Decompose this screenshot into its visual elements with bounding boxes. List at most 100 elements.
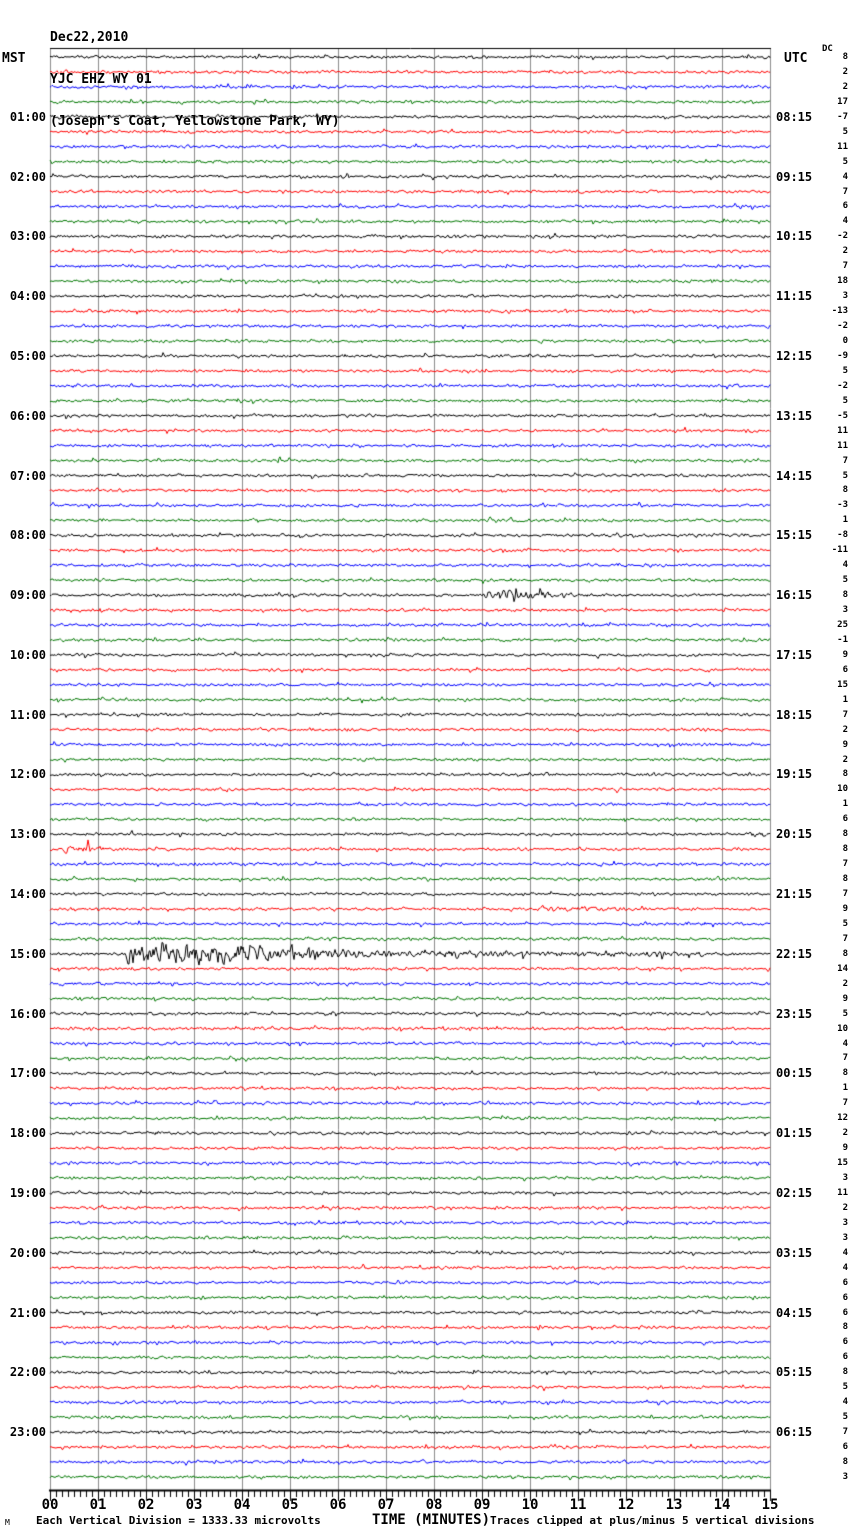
dc-value: 2	[842, 724, 848, 735]
dc-value: 8	[842, 844, 848, 855]
dc-value: 0	[842, 335, 848, 346]
x-tick-label: 01	[89, 1497, 107, 1513]
dc-value: 8	[842, 1068, 848, 1079]
dc-value: 2	[842, 754, 848, 765]
dc-value: 8	[842, 769, 848, 780]
dc-value: 2	[842, 66, 848, 77]
utc-time-label: 15:15	[776, 528, 813, 543]
utc-time-label: 11:15	[776, 289, 813, 304]
dc-value: 3	[842, 1173, 848, 1184]
x-tick-label: 04	[233, 1497, 251, 1513]
utc-time-label: 12:15	[776, 348, 813, 363]
mst-time-label: 08:00	[9, 528, 46, 543]
dc-value: 6	[842, 201, 848, 212]
x-tick-label: 13	[665, 1497, 683, 1513]
dc-value: 18	[837, 276, 848, 287]
dc-value: 6	[842, 1337, 848, 1348]
dc-value: 6	[842, 1352, 848, 1363]
x-tick-label: 03	[185, 1497, 203, 1513]
mst-time-label: 14:00	[9, 887, 46, 902]
dc-value: 3	[842, 1232, 848, 1243]
utc-time-label: 06:15	[776, 1425, 813, 1440]
location-title: (Joseph's Coat, Yellowstone Park, WY)	[50, 114, 340, 129]
mst-time-label: 10:00	[9, 647, 46, 662]
dc-value: 15	[837, 1158, 848, 1169]
dc-value: -2	[837, 231, 848, 242]
x-tick-label: 06	[329, 1497, 347, 1513]
corner-watermark: M	[5, 1518, 10, 1527]
dc-value: -2	[837, 321, 848, 332]
utc-time-label: 21:15	[776, 887, 813, 902]
dc-value: 5	[842, 575, 848, 586]
dc-value: 12	[837, 1113, 848, 1124]
dc-value: 5	[842, 395, 848, 406]
left-timezone-label: MST	[2, 51, 26, 66]
x-tick-label: 02	[137, 1497, 155, 1513]
utc-time-label: 00:15	[776, 1066, 813, 1081]
mst-time-label: 17:00	[9, 1066, 46, 1081]
mst-time-label: 02:00	[9, 169, 46, 184]
mst-time-label: 11:00	[9, 707, 46, 722]
x-tick-label: 12	[617, 1497, 635, 1513]
dc-value: 5	[842, 126, 848, 137]
dc-value: 3	[842, 605, 848, 616]
utc-time-label: 10:15	[776, 229, 813, 244]
dc-value: 5	[842, 1412, 848, 1423]
dc-value: 5	[842, 365, 848, 376]
dc-value: 15	[837, 679, 848, 690]
dc-value: -1	[837, 634, 848, 645]
dc-value: -13	[831, 306, 848, 317]
mst-time-label: 19:00	[9, 1185, 46, 1200]
dc-value: 2	[842, 81, 848, 92]
dc-value: -2	[837, 380, 848, 391]
x-tick-label: 00	[41, 1497, 59, 1513]
utc-time-label: 04:15	[776, 1305, 813, 1320]
mst-time-label: 12:00	[9, 767, 46, 782]
utc-time-label: 05:15	[776, 1365, 813, 1380]
x-tick-label: 08	[425, 1497, 443, 1513]
utc-time-label: 14:15	[776, 468, 813, 483]
dc-value: 8	[842, 948, 848, 959]
dc-value: 7	[842, 261, 848, 272]
x-tick-label: 10	[521, 1497, 539, 1513]
dc-column-label: DC	[822, 44, 833, 54]
dc-value: 5	[842, 156, 848, 167]
mst-time-label: 06:00	[9, 408, 46, 423]
dc-value: 7	[842, 859, 848, 870]
dc-value: 1	[842, 1083, 848, 1094]
dc-value: 8	[842, 874, 848, 885]
utc-time-label: 16:15	[776, 588, 813, 603]
dc-value: 9	[842, 993, 848, 1004]
utc-time-label: 01:15	[776, 1126, 813, 1141]
dc-value: 2	[842, 246, 848, 257]
dc-value: 5	[842, 470, 848, 481]
utc-time-label: 20:15	[776, 827, 813, 842]
utc-time-label: 02:15	[776, 1185, 813, 1200]
dc-value: 3	[842, 291, 848, 302]
dc-value: 1	[842, 694, 848, 705]
dc-value: 2	[842, 978, 848, 989]
dc-value: -7	[837, 111, 848, 122]
dc-value: 7	[842, 709, 848, 720]
utc-time-label: 17:15	[776, 647, 813, 662]
mst-time-label: 16:00	[9, 1006, 46, 1021]
dc-value: 10	[837, 784, 848, 795]
mst-time-label: 13:00	[9, 827, 46, 842]
mst-time-label: 07:00	[9, 468, 46, 483]
title-block: Dec22,2010 YJC EHZ WY 01 (Joseph's Coat,…	[50, 3, 340, 157]
dc-value: 11	[837, 1187, 848, 1198]
dc-value: 1	[842, 799, 848, 810]
dc-value: 8	[842, 590, 848, 601]
dc-value: 5	[842, 1008, 848, 1019]
dc-value: 9	[842, 649, 848, 660]
clip-note: Traces clipped at plus/minus 5 vertical …	[490, 1514, 815, 1527]
dc-value: 2	[842, 1128, 848, 1139]
dc-value: 4	[842, 171, 848, 182]
dc-value: 11	[837, 141, 848, 152]
dc-value: 4	[842, 1038, 848, 1049]
dc-value: 9	[842, 739, 848, 750]
utc-time-label: 09:15	[776, 169, 813, 184]
x-tick-label: 05	[281, 1497, 299, 1513]
dc-value: 4	[842, 560, 848, 571]
